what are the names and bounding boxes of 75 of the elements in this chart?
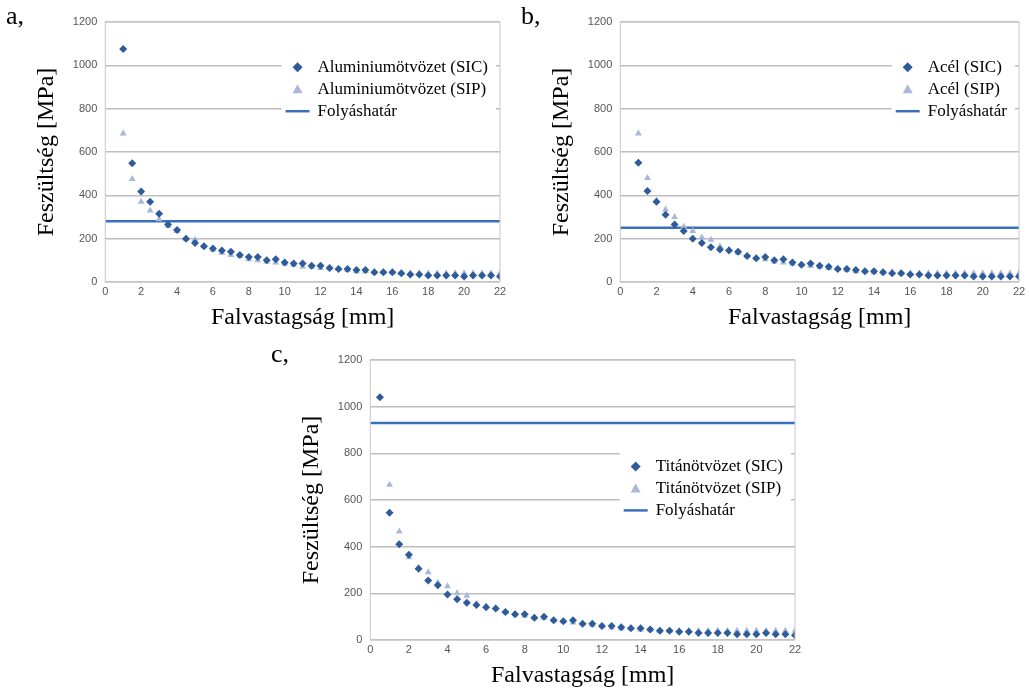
y-tick-label: 200 [78, 231, 98, 244]
y-tick-label: 1000 [72, 58, 98, 71]
y-tick-label: 1200 [587, 15, 613, 28]
x-tick-label: 10 [795, 284, 808, 297]
x-tick-label: 6 [725, 284, 733, 297]
y-axis-title: Feszültség [MPa] [546, 67, 573, 237]
y-tick-label: 200 [343, 586, 363, 599]
legend-label: Folyáshatár [927, 100, 1008, 120]
text: c, [271, 338, 290, 368]
legend-label: Folyáshatár [655, 499, 736, 519]
x-tick-label: 16 [904, 284, 917, 297]
x-tick-label: 18 [711, 642, 724, 655]
y-tick-label: 400 [343, 539, 363, 552]
x-tick-label: 12 [595, 642, 609, 655]
legend-label: Folyáshatár [317, 100, 398, 120]
y-tick-label: 400 [593, 188, 613, 201]
x-tick-label: 8 [521, 642, 528, 655]
legend-label: Titánötvözet (SIC) [655, 455, 783, 475]
x-tick-label: 14 [867, 284, 881, 297]
x-tick-label: 22 [788, 642, 802, 655]
x-tick-label: 12 [831, 284, 844, 297]
y-tick-label: 1200 [72, 15, 98, 28]
x-tick-label: 22 [1012, 284, 1026, 297]
x-tick-label: 18 [422, 284, 435, 297]
x-axis-title: Falvastagság [mm] [210, 302, 395, 329]
x-tick-label: 2 [138, 284, 145, 297]
text: b, [521, 0, 541, 30]
x-tick-label: 14 [634, 642, 647, 655]
x-tick-label: 6 [209, 284, 216, 297]
y-tick-label: 0 [91, 275, 98, 288]
y-tick-label: 0 [606, 275, 613, 288]
x-tick-label: 16 [673, 642, 686, 655]
x-axis-title: Falvastagság [mm] [727, 302, 912, 329]
y-tick-label: 600 [593, 145, 613, 158]
x-tick-label: 20 [750, 642, 763, 655]
y-tick-label: 1200 [337, 353, 363, 366]
x-tick-label: 8 [245, 284, 252, 297]
y-tick-label: 0 [356, 633, 363, 646]
y-tick-label: 800 [78, 101, 98, 114]
x-tick-label: 2 [405, 642, 412, 655]
legend-label: Acél (SIC) [927, 56, 1002, 76]
y-tick-label: 1000 [337, 399, 363, 412]
legend-label: Acél (SIP) [927, 78, 1000, 98]
x-tick-label: 10 [557, 642, 570, 655]
x-tick-label: 4 [444, 642, 451, 655]
y-tick-label: 200 [593, 231, 613, 244]
x-tick-label: 0 [102, 284, 109, 297]
y-tick-label: 600 [343, 493, 363, 506]
legend-label: Titánötvözet (SIP) [655, 477, 782, 497]
y-tick-label: 1000 [587, 58, 613, 71]
x-tick-label: 6 [483, 642, 490, 655]
x-tick-label: 16 [386, 284, 399, 297]
x-tick-label: 0 [617, 284, 624, 297]
y-tick-label: 800 [343, 446, 363, 459]
y-axis-title: Feszültség [MPa] [31, 67, 58, 237]
x-tick-label: 4 [689, 284, 696, 297]
y-axis-title: Feszültség [MPa] [296, 415, 323, 585]
x-tick-label: 20 [457, 284, 471, 297]
x-tick-label: 20 [976, 284, 989, 297]
x-tick-label: 22 [493, 284, 507, 297]
x-tick-label: 0 [367, 642, 374, 655]
legend-label: Aluminiumötvözet (SIC) [317, 56, 489, 76]
x-tick-label: 12 [314, 284, 327, 297]
x-tick-label: 2 [653, 284, 660, 297]
x-tick-label: 4 [173, 284, 181, 297]
x-axis-title: Falvastagság [mm] [490, 660, 675, 687]
y-tick-label: 400 [78, 188, 98, 201]
x-tick-label: 14 [350, 284, 363, 297]
text: a, [6, 0, 25, 30]
y-tick-label: 600 [78, 145, 98, 158]
x-tick-label: 8 [762, 284, 769, 297]
x-tick-label: 10 [278, 284, 291, 297]
y-tick-label: 800 [593, 101, 613, 114]
x-tick-label: 18 [940, 284, 953, 297]
legend-label: Aluminiumötvözet (SIP) [317, 78, 487, 98]
